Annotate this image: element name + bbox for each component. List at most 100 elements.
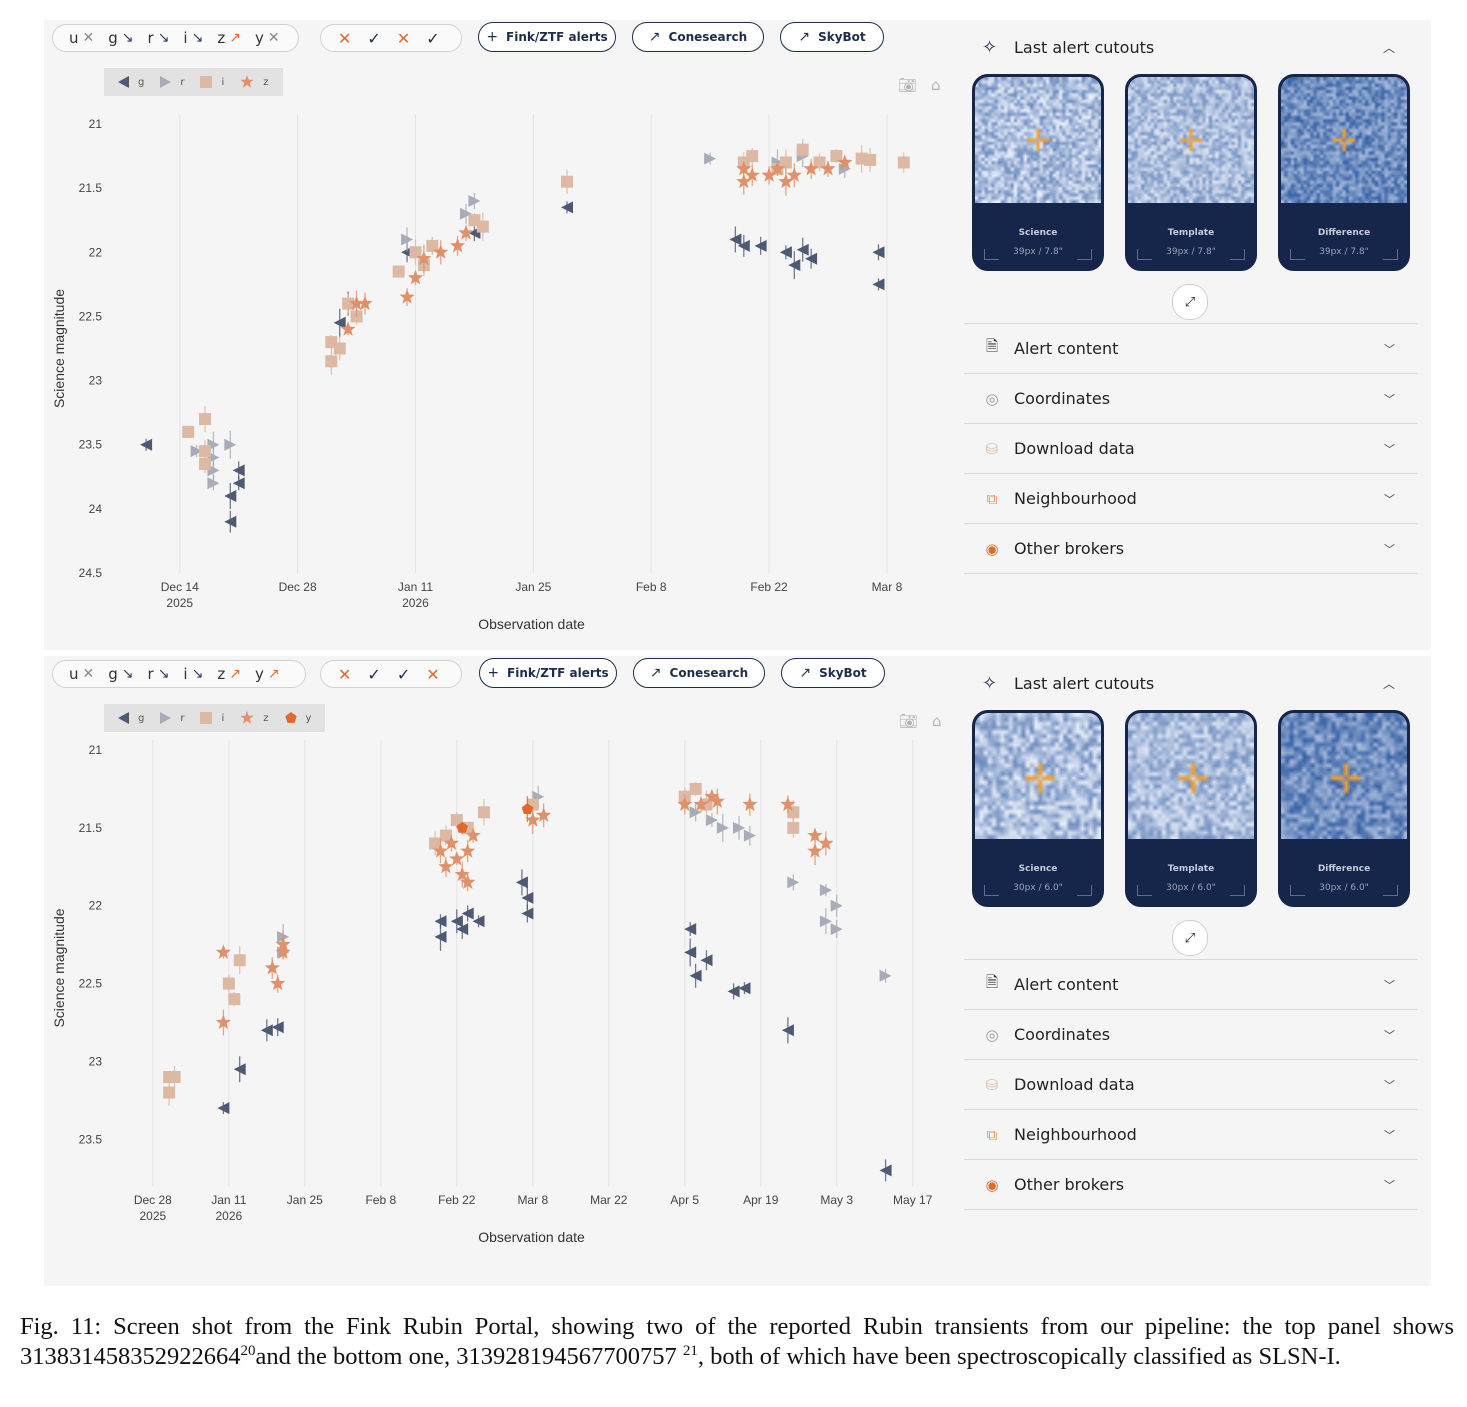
data-point-z[interactable] (357, 295, 373, 311)
data-point-g[interactable] (879, 1164, 892, 1177)
band-chip-g[interactable]: g ↘ (102, 665, 139, 683)
data-point-r[interactable] (468, 195, 481, 207)
data-point-g[interactable] (521, 891, 534, 904)
data-point-r[interactable] (704, 152, 717, 165)
data-point-z[interactable] (458, 225, 474, 240)
data-point-i[interactable] (168, 1071, 181, 1083)
data-point-g[interactable] (333, 316, 346, 329)
data-point-g[interactable] (872, 246, 885, 259)
data-point-z[interactable] (454, 866, 470, 882)
home-icon[interactable]: ⌂ (932, 712, 942, 730)
data-point-i[interactable] (796, 143, 809, 156)
data-point-z[interactable] (275, 936, 291, 952)
data-point-z[interactable] (465, 827, 481, 843)
home-icon[interactable]: ⌂ (931, 76, 941, 94)
check-icon[interactable]: ✓ (367, 28, 381, 48)
band-chip-z[interactable]: z ↗ (211, 665, 247, 683)
data-point-i[interactable] (392, 265, 405, 278)
cutout-card-template[interactable]: Template 30px / 6.0" (1125, 710, 1257, 907)
data-point-z[interactable] (807, 827, 823, 843)
data-point-g[interactable] (260, 1024, 273, 1037)
data-point-i[interactable] (342, 297, 355, 310)
data-point-g[interactable] (224, 490, 237, 502)
data-point-g[interactable] (217, 1102, 230, 1115)
data-point-g[interactable] (754, 239, 767, 252)
data-point-z[interactable] (340, 321, 356, 336)
cross-icon[interactable]: ✕ (426, 664, 440, 684)
cutout-card-science[interactable]: Science 30px / 6.0" (972, 710, 1104, 907)
data-point-g[interactable] (779, 246, 792, 259)
data-point-z[interactable] (443, 835, 460, 850)
band-chip-u[interactable]: u ✕ (63, 29, 100, 47)
data-point-z[interactable] (525, 812, 541, 827)
band-chip-y[interactable]: y ✕ (249, 29, 286, 47)
band-chip-y[interactable]: y ↗ (249, 665, 286, 683)
data-point-r[interactable] (830, 899, 843, 912)
data-point-g[interactable] (434, 930, 447, 943)
cutout-card-difference[interactable]: Difference 30px / 6.0" (1278, 710, 1410, 907)
band-chip-i[interactable]: i ↘ (177, 665, 209, 683)
data-point-i[interactable] (325, 355, 338, 368)
data-point-g[interactable] (434, 915, 447, 928)
data-point-g[interactable] (472, 915, 485, 928)
band-chip-z[interactable]: z ↗ (211, 29, 247, 47)
cross-icon[interactable]: ✕ (396, 28, 411, 48)
band-chip-i[interactable]: i ↘ (177, 29, 209, 47)
data-point-g[interactable] (233, 1063, 246, 1076)
fink-ztf-alerts-button[interactable]: + Fink/ZTF alerts (479, 658, 617, 688)
conesearch-button[interactable]: ↗ Conesearch (632, 22, 764, 52)
data-point-i[interactable] (787, 821, 800, 834)
data-point-z[interactable] (780, 796, 796, 811)
data-point-z[interactable] (761, 167, 777, 182)
data-point-i[interactable] (233, 954, 246, 967)
data-point-z[interactable] (449, 851, 465, 866)
data-point-y[interactable] (521, 803, 534, 815)
data-point-y[interactable] (456, 821, 468, 833)
data-point-z[interactable] (399, 289, 415, 304)
cross-icon[interactable]: ✕ (338, 28, 352, 48)
data-point-g[interactable] (232, 464, 245, 477)
data-point-r[interactable] (879, 969, 892, 982)
cutout-card-template[interactable]: Template 39px / 7.8" (1125, 74, 1257, 271)
data-point-g[interactable] (738, 982, 751, 995)
data-point-g[interactable] (689, 969, 702, 982)
data-point-r[interactable] (830, 923, 843, 936)
data-point-z[interactable] (769, 160, 786, 176)
data-point-g[interactable] (224, 515, 237, 528)
data-point-i[interactable] (222, 977, 235, 990)
data-point-g[interactable] (456, 923, 469, 936)
camera-icon[interactable]: 📷︎ (899, 712, 919, 730)
cross-icon[interactable]: ✕ (338, 664, 352, 684)
band-chip-u[interactable]: u ✕ (63, 665, 100, 683)
data-point-z[interactable] (677, 796, 693, 811)
accordion-download-data[interactable]: ⛁ Download data ﹀ (964, 1060, 1417, 1110)
accordion-coordinates[interactable]: ◎ Coordinates ﹀ (964, 1010, 1417, 1060)
legend-item-i[interactable]: i (200, 712, 224, 724)
data-point-i[interactable] (561, 175, 574, 188)
data-point-g[interactable] (521, 907, 534, 920)
data-point-r[interactable] (787, 876, 800, 889)
data-point-z[interactable] (778, 173, 794, 189)
data-point-z[interactable] (449, 237, 466, 253)
data-point-i[interactable] (439, 829, 452, 842)
data-point-r[interactable] (460, 207, 472, 220)
data-point-z[interactable] (818, 835, 834, 850)
data-point-i[interactable] (199, 457, 212, 470)
legend-item-z[interactable]: z (240, 711, 269, 725)
band-chip-r[interactable]: r ↘ (142, 29, 176, 47)
data-point-z[interactable] (438, 858, 454, 874)
data-point-g[interactable] (788, 259, 801, 272)
data-point-i[interactable] (163, 1086, 176, 1099)
legend-item-y[interactable]: y (284, 712, 311, 724)
data-point-z[interactable] (460, 874, 476, 889)
data-point-z[interactable] (744, 167, 760, 182)
expand-button[interactable]: ⤢ (1172, 920, 1208, 956)
data-point-i[interactable] (182, 425, 195, 438)
data-point-z[interactable] (837, 154, 853, 169)
data-point-g[interactable] (805, 252, 818, 265)
legend-item-i[interactable]: i (200, 76, 224, 88)
data-point-i[interactable] (689, 782, 702, 795)
conesearch-button[interactable]: ↗ Conesearch (633, 658, 765, 688)
data-point-r[interactable] (401, 233, 414, 246)
check-icon[interactable]: ✓ (396, 664, 411, 684)
